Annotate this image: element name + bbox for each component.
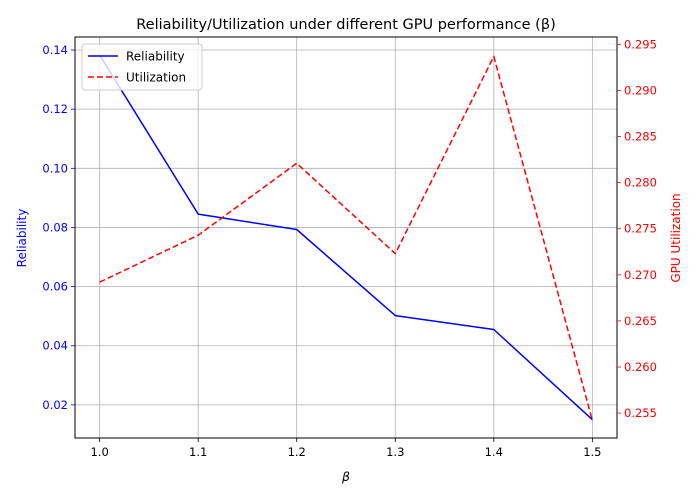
x-tick-label: 1.0 — [90, 445, 108, 459]
y-right-tick-label: 0.285 — [624, 130, 657, 144]
grid — [75, 37, 617, 438]
x-tick-label: 1.2 — [288, 445, 306, 459]
x-tick-label: 1.1 — [189, 445, 207, 459]
y-right-tick-label: 0.255 — [624, 406, 657, 420]
y-left-tick-label: 0.04 — [42, 339, 68, 353]
x-tick-label: 1.5 — [583, 445, 601, 459]
y-left-tick-label: 0.10 — [42, 161, 68, 175]
series-line-reliability — [98, 54, 593, 421]
x-axis-label: β — [341, 469, 350, 484]
y-left-tick-label: 0.08 — [42, 220, 68, 234]
y-right-tick-label: 0.280 — [624, 176, 657, 190]
y-right-tick-label: 0.295 — [624, 37, 657, 51]
y-right-tick-label: 0.265 — [624, 314, 657, 328]
y-right-tick-label: 0.275 — [624, 222, 657, 236]
y-right-tick-label: 0.270 — [624, 268, 657, 282]
y-axis-label-left: Reliability — [15, 209, 29, 268]
axes: 1.0 1.1 1.2 1.3 1.4 1.5 0.02 0.04 0.06 0.08 0.10 0.… — [42, 37, 657, 459]
y-left-tick-label: 0.14 — [42, 43, 68, 57]
y-right-tick-label: 0.290 — [624, 83, 657, 97]
x-tick-label: 1.3 — [386, 445, 404, 459]
y-left-tick-label: 0.06 — [42, 280, 68, 294]
legend: Reliability Utilization — [81, 43, 203, 91]
y-left-tick-label: 0.12 — [42, 102, 68, 116]
y-left-tick-label: 0.02 — [42, 398, 68, 412]
y-right-tick-label: 0.260 — [624, 360, 657, 374]
series-line-utilization — [99, 55, 594, 421]
chart-title: Reliability/Utilization under different … — [136, 17, 556, 33]
legend-label-utilization: Utilization — [126, 71, 186, 85]
y-axis-label-right: GPU Utilization — [669, 193, 683, 282]
plot-frame — [74, 36, 618, 439]
x-tick-label: 1.4 — [485, 445, 503, 459]
legend-label-reliability: Reliability — [126, 50, 185, 64]
series-layer — [98, 54, 594, 421]
